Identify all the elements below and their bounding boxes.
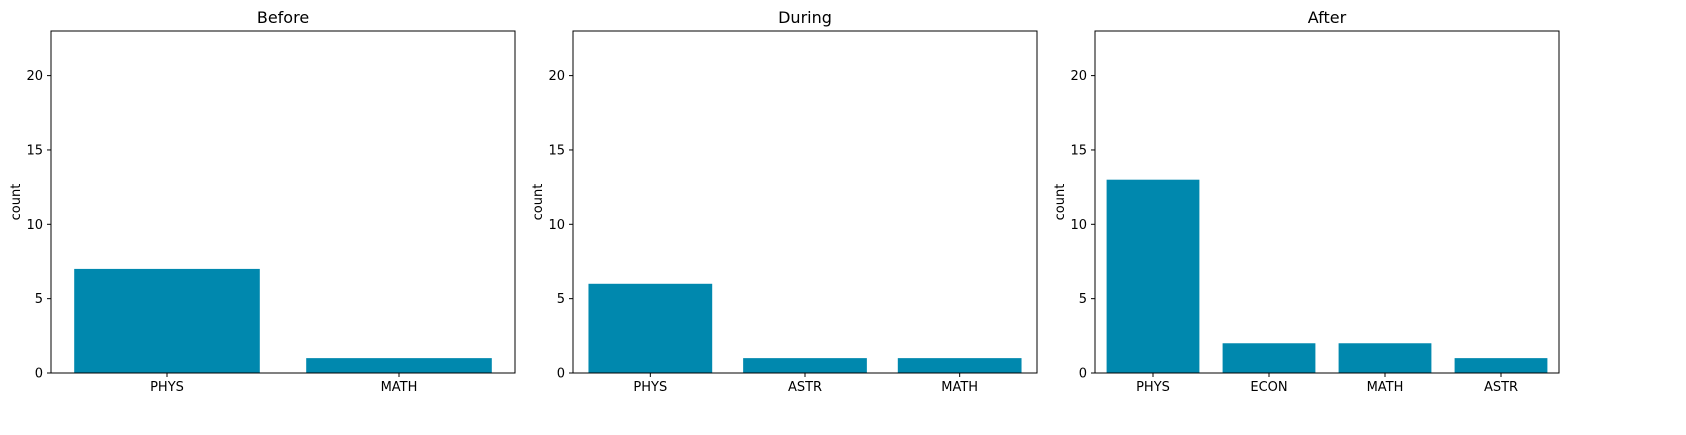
y-axis-label: count xyxy=(1053,184,1068,221)
y-tick-label: 0 xyxy=(1079,367,1087,382)
x-tick-label: ECON xyxy=(1250,380,1287,395)
x-tick-label: ASTR xyxy=(1484,380,1518,395)
x-tick-label: MATH xyxy=(381,380,418,395)
bar-math xyxy=(897,358,1022,373)
y-tick-label: 20 xyxy=(1070,69,1087,84)
x-tick-label: ASTR xyxy=(788,380,822,395)
chart-title: During xyxy=(778,8,832,27)
bar-phys xyxy=(588,283,713,373)
bar-astr xyxy=(743,358,867,373)
bar-math xyxy=(306,358,492,373)
y-tick-label: 15 xyxy=(548,143,565,158)
y-tick-label: 20 xyxy=(26,69,43,84)
subplot-1: PHYS MATH 0 5 10 15 20 Before count xyxy=(9,8,516,395)
y-tick-label: 20 xyxy=(548,69,565,84)
y-tick-label: 15 xyxy=(1070,143,1087,158)
y-tick-label: 10 xyxy=(1070,218,1087,233)
y-axis-label: count xyxy=(531,184,546,221)
x-tick-label: PHYS xyxy=(633,380,667,395)
x-tick-label: PHYS xyxy=(1136,380,1170,395)
axes-frame xyxy=(50,30,516,374)
y-tick-label: 0 xyxy=(557,367,565,382)
y-tick-label: 5 xyxy=(35,292,43,307)
y-tick-label: 10 xyxy=(548,218,565,233)
bar-econ xyxy=(1222,343,1316,373)
chart-title: Before xyxy=(257,8,309,27)
y-tick-label: 0 xyxy=(35,367,43,382)
bar-phys xyxy=(1106,179,1200,373)
chart-title: After xyxy=(1308,8,1347,27)
y-tick-label: 5 xyxy=(557,292,565,307)
subplot-3: PHYS ECON MATH ASTR 0 5 10 15 20 After count xyxy=(1053,8,1560,395)
bar-astr xyxy=(1454,358,1548,373)
axes-frame xyxy=(572,30,1038,374)
y-tick-label: 5 xyxy=(1079,292,1087,307)
axes-frame xyxy=(1094,30,1560,374)
bar-phys xyxy=(74,268,260,373)
x-tick-label: MATH xyxy=(1367,380,1404,395)
y-tick-label: 15 xyxy=(26,143,43,158)
y-tick-label: 10 xyxy=(26,218,43,233)
x-tick-label: MATH xyxy=(941,380,978,395)
y-axis-label: count xyxy=(9,184,24,221)
bar-math xyxy=(1338,343,1432,373)
subplot-2: PHYS ASTR MATH 0 5 10 15 20 During count xyxy=(531,8,1038,395)
x-tick-label: PHYS xyxy=(150,380,184,395)
